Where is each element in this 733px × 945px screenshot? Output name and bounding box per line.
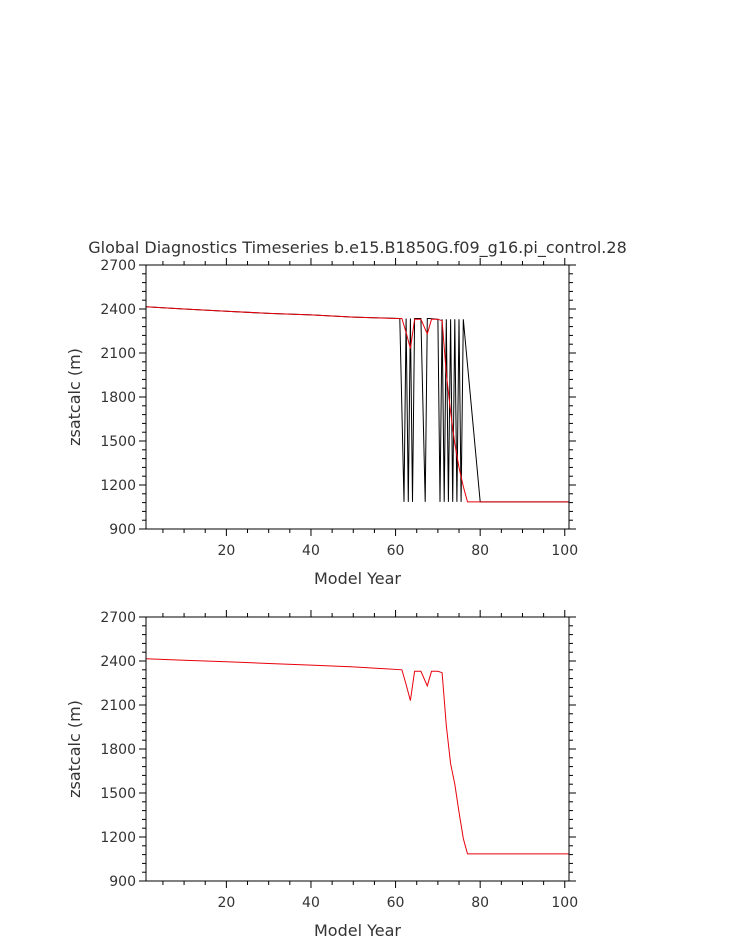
plot-frame xyxy=(145,616,570,882)
x-tick-label: 60 xyxy=(387,543,405,559)
y-tick-label: 2700 xyxy=(100,610,136,626)
bottom-panel: 900 1200 1500 1800 2100 2400 2700 20 40 60 80 100 Mo… xyxy=(65,610,578,940)
series-line-0 xyxy=(145,306,569,503)
y-tick-label: 1200 xyxy=(100,830,136,846)
y-tick-label: 1500 xyxy=(100,786,136,802)
x-axis-label: Model Year xyxy=(314,569,401,588)
y-axis-label: zsatcalc (m) xyxy=(65,348,84,446)
y-tick-label: 900 xyxy=(109,874,136,890)
series-line-0 xyxy=(145,658,569,855)
x-axis-label: Model Year xyxy=(314,921,401,940)
x-tick-label: 100 xyxy=(551,895,578,911)
y-tick-label: 1500 xyxy=(100,434,136,450)
x-tick-label: 100 xyxy=(551,543,578,559)
x-tick-label: 20 xyxy=(217,543,235,559)
y-tick-label: 2400 xyxy=(100,654,136,670)
y-tick-label: 2700 xyxy=(100,258,136,274)
chart-title: Global Diagnostics Timeseries b.e15.B185… xyxy=(88,238,627,258)
series-line-1 xyxy=(145,306,569,503)
y-tick-label: 1800 xyxy=(100,742,136,758)
top-panel: Global Diagnostics Timeseries b.e15.B185… xyxy=(65,238,627,588)
x-tick-label: 40 xyxy=(302,543,320,559)
y-tick-label: 2100 xyxy=(100,346,136,362)
x-tick-label: 60 xyxy=(387,895,405,911)
y-tick-label: 2100 xyxy=(100,698,136,714)
x-tick-label: 80 xyxy=(471,895,489,911)
plot-frame xyxy=(145,264,570,530)
y-tick-label: 900 xyxy=(109,522,136,538)
y-tick-label: 2400 xyxy=(100,302,136,318)
y-tick-label: 1200 xyxy=(100,478,136,494)
x-tick-label: 40 xyxy=(302,895,320,911)
x-tick-label: 20 xyxy=(217,895,235,911)
y-axis-label: zsatcalc (m) xyxy=(65,700,84,798)
x-tick-label: 80 xyxy=(471,543,489,559)
y-tick-label: 1800 xyxy=(100,390,136,406)
